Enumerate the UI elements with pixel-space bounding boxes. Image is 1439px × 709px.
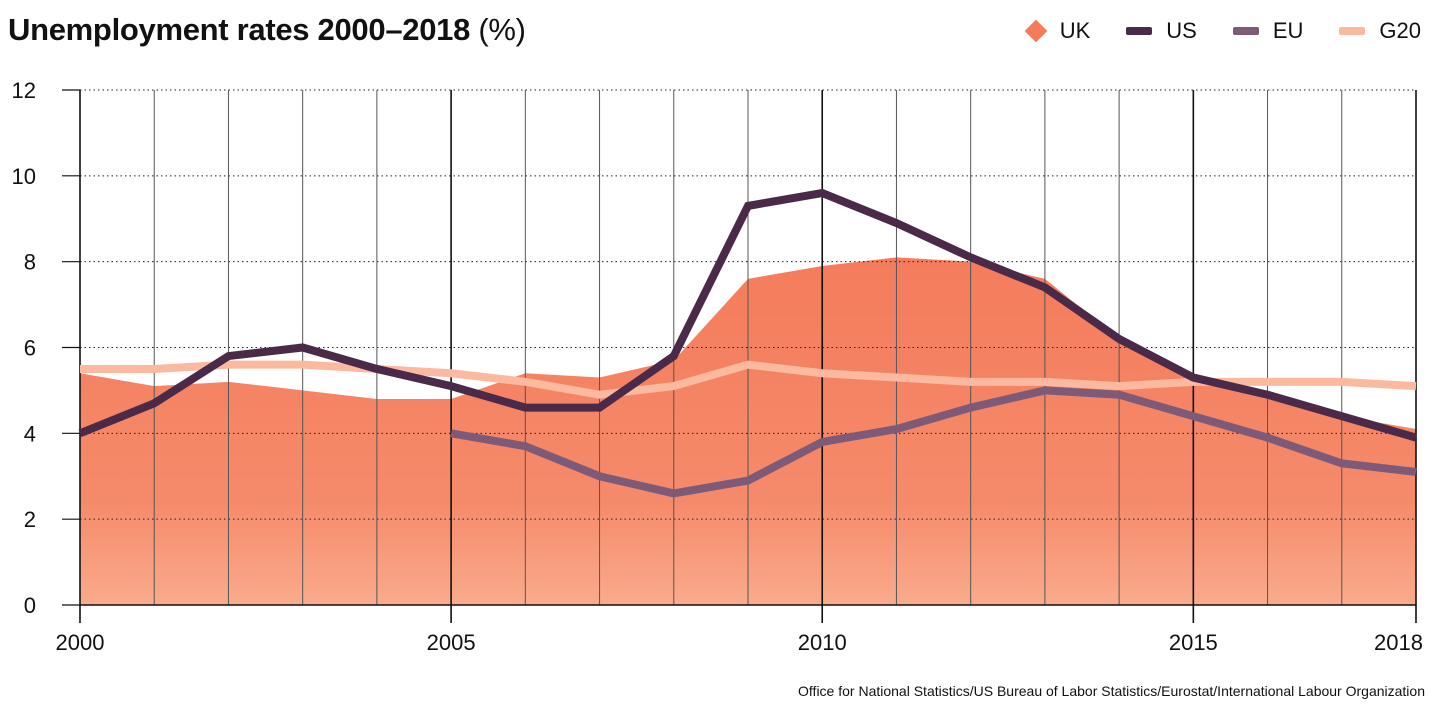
legend-item-uk: UK xyxy=(1024,18,1091,44)
x-tick-label: 2005 xyxy=(427,630,476,655)
series-line-g20 xyxy=(80,360,1417,399)
y-tick-label: 0 xyxy=(24,593,36,618)
x-tick-label: 2015 xyxy=(1169,630,1218,655)
chart-title-unit: (%) xyxy=(478,12,526,47)
legend-item-g20: G20 xyxy=(1339,18,1421,44)
legend-item-eu: EU xyxy=(1232,18,1304,44)
chart-title: Unemployment rates 2000–2018 (%) xyxy=(8,12,526,47)
y-tick-label: 6 xyxy=(24,336,36,361)
y-tick-label: 2 xyxy=(24,507,36,532)
x-tick-label: 2000 xyxy=(56,630,105,655)
series-line-eu xyxy=(450,386,1417,498)
x-tick-label: 2010 xyxy=(798,630,847,655)
legend-item-us: US xyxy=(1126,18,1197,44)
legend-label: US xyxy=(1166,18,1197,43)
legend-label: UK xyxy=(1059,18,1091,43)
legend-swatch xyxy=(1339,27,1366,35)
source-note: Office for National Statistics/US Bureau… xyxy=(798,683,1425,699)
y-tick-label: 8 xyxy=(24,250,36,275)
series-line-us xyxy=(78,188,1418,442)
legend-label: G20 xyxy=(1379,18,1421,43)
legend: UK US EU G20 xyxy=(1024,18,1421,44)
y-tick-label: 10 xyxy=(12,164,36,189)
legend-swatch xyxy=(1126,27,1153,35)
legend-swatch xyxy=(1232,27,1259,35)
legend-label: EU xyxy=(1272,18,1304,43)
x-tick-label: 2018 xyxy=(1374,630,1423,655)
y-tick-label: 12 xyxy=(12,78,36,103)
y-tick-label: 4 xyxy=(24,421,36,446)
